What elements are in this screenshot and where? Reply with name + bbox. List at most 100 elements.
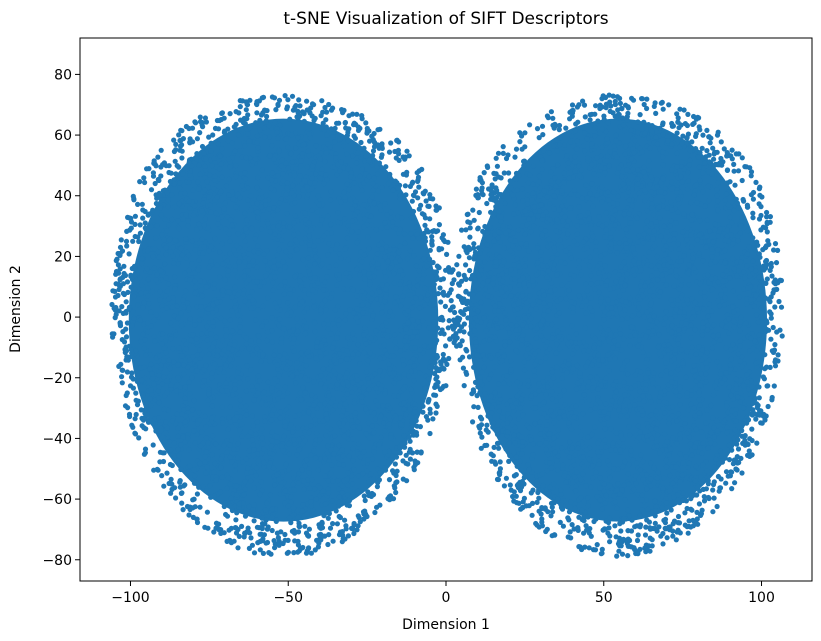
scatter-point — [671, 236, 677, 242]
scatter-point — [132, 416, 138, 422]
scatter-point — [312, 547, 318, 553]
scatter-point — [232, 263, 238, 269]
scatter-point — [434, 354, 440, 360]
scatter-point — [762, 352, 768, 358]
scatter-point — [337, 136, 343, 142]
scatter-point — [493, 286, 499, 292]
scatter-point — [505, 411, 511, 417]
scatter-point — [674, 441, 680, 447]
scatter-point — [402, 240, 408, 246]
scatter-point — [586, 397, 593, 403]
scatter-point — [239, 345, 245, 352]
scatter-point — [314, 344, 320, 350]
scatter-point — [639, 287, 645, 293]
scatter-point — [712, 383, 718, 389]
scatter-point — [661, 257, 667, 263]
scatter-point — [585, 348, 592, 354]
scatter-point — [257, 547, 263, 553]
scatter-point — [208, 140, 214, 146]
scatter-point — [515, 447, 521, 453]
scatter-point — [420, 318, 426, 324]
scatter-point — [605, 411, 611, 417]
scatter-point — [361, 212, 367, 218]
scatter-point — [630, 245, 636, 251]
scatter-point — [496, 208, 502, 214]
scatter-point — [616, 293, 623, 299]
scatter-point — [411, 253, 417, 259]
scatter-point — [525, 462, 531, 468]
scatter-point — [381, 368, 387, 375]
scatter-point — [470, 419, 476, 425]
scatter-point — [647, 317, 653, 323]
scatter-point — [227, 164, 233, 170]
scatter-point — [619, 366, 625, 372]
scatter-point — [606, 272, 612, 279]
scatter-point — [637, 522, 644, 528]
scatter-point — [277, 409, 283, 415]
scatter-point — [410, 356, 416, 362]
scatter-point — [309, 186, 315, 192]
scatter-point — [353, 198, 359, 205]
scatter-point — [557, 519, 563, 526]
scatter-point — [469, 272, 476, 279]
scatter-point — [607, 475, 613, 481]
scatter-point — [554, 364, 560, 370]
scatter-point — [304, 98, 310, 104]
scatter-point — [141, 175, 147, 181]
scatter-point — [334, 335, 340, 341]
scatter-point — [326, 457, 332, 463]
scatter-point — [276, 353, 283, 359]
scatter-point — [530, 301, 536, 308]
scatter-point — [686, 460, 693, 466]
scatter-point — [616, 225, 622, 231]
scatter-point — [297, 390, 303, 396]
scatter-point — [541, 292, 547, 298]
scatter-point — [301, 118, 307, 124]
scatter-point — [583, 523, 589, 529]
scatter-point — [655, 277, 661, 283]
scatter-point — [192, 473, 198, 479]
scatter-point — [497, 301, 503, 307]
scatter-point — [556, 122, 563, 129]
scatter-point — [496, 254, 503, 260]
scatter-point — [311, 448, 317, 454]
scatter-point — [242, 513, 249, 519]
scatter-point — [547, 201, 553, 207]
scatter-point — [340, 420, 346, 427]
scatter-point — [226, 176, 232, 182]
scatter-point — [312, 420, 319, 427]
scatter-point — [684, 348, 690, 355]
scatter-point — [395, 393, 401, 399]
scatter-point — [606, 469, 613, 475]
scatter-point — [736, 294, 743, 300]
scatter-point — [652, 525, 658, 532]
scatter-point — [555, 453, 562, 459]
scatter-point — [323, 407, 329, 413]
scatter-point — [617, 210, 623, 216]
scatter-point — [612, 355, 618, 362]
scatter-point — [594, 280, 600, 286]
scatter-point — [680, 497, 686, 503]
scatter-point — [169, 192, 175, 198]
scatter-point — [194, 519, 201, 526]
scatter-point — [550, 122, 556, 128]
scatter-point — [402, 231, 408, 237]
scatter-point — [300, 256, 306, 263]
scatter-point — [132, 213, 138, 219]
scatter-point — [161, 160, 167, 166]
scatter-point — [561, 473, 567, 479]
scatter-point — [729, 486, 735, 492]
scatter-point — [267, 229, 273, 235]
scatter-point — [632, 251, 638, 257]
scatter-point — [217, 153, 223, 159]
scatter-point — [528, 229, 534, 235]
scatter-point — [481, 338, 487, 344]
scatter-point — [661, 321, 667, 327]
scatter-point — [359, 399, 365, 405]
scatter-point — [485, 402, 491, 408]
scatter-point — [619, 347, 625, 353]
scatter-point — [652, 498, 658, 504]
scatter-point — [627, 238, 633, 244]
scatter-point — [421, 230, 427, 236]
scatter-point — [574, 469, 580, 475]
